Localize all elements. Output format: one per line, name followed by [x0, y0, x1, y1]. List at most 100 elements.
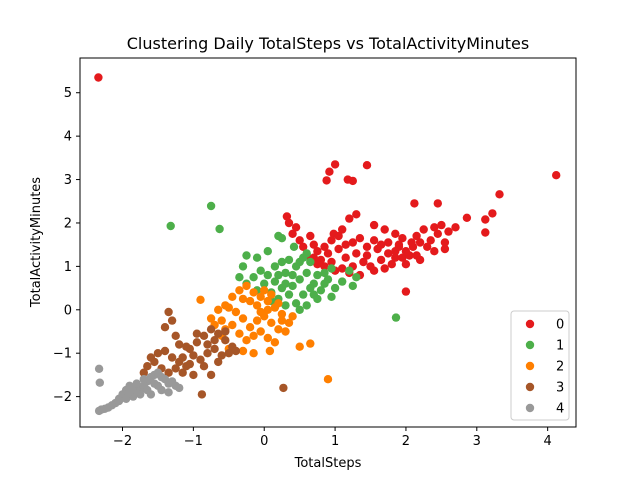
points-layer: [94, 73, 561, 416]
data-point-cluster-0: [327, 236, 336, 245]
data-point-cluster-0: [282, 212, 292, 221]
data-point-cluster-3: [197, 390, 207, 399]
data-point-cluster-3: [231, 346, 241, 356]
data-point-cluster-2: [206, 314, 216, 323]
data-point-cluster-0: [401, 260, 411, 269]
data-point-cluster-0: [430, 247, 439, 256]
plot-area: [79, 57, 577, 428]
data-point-cluster-0: [366, 262, 375, 271]
data-point-cluster-0: [410, 199, 419, 208]
data-point-cluster-2: [252, 316, 262, 325]
data-point-cluster-1: [281, 301, 290, 310]
data-point-cluster-1: [295, 275, 304, 284]
data-point-cluster-0: [359, 257, 368, 267]
data-point-cluster-2: [323, 375, 333, 384]
data-point-cluster-2: [249, 331, 258, 340]
data-point-cluster-0: [369, 236, 379, 245]
data-point-cluster-2: [260, 286, 269, 295]
data-point-cluster-0: [430, 223, 439, 232]
data-point-cluster-2: [235, 286, 244, 295]
data-point-cluster-0: [426, 236, 435, 245]
legend-label-cluster-3: 3: [556, 381, 564, 396]
data-point-cluster-0: [352, 249, 361, 258]
data-point-cluster-2: [288, 312, 297, 321]
data-point-cluster-0: [291, 223, 301, 232]
data-point-cluster-3: [178, 353, 187, 362]
data-point-cluster-1: [277, 257, 287, 267]
data-point-cluster-1: [274, 270, 283, 280]
data-point-cluster-3: [203, 349, 212, 358]
data-point-cluster-1: [235, 273, 244, 282]
data-point-cluster-0: [384, 249, 393, 258]
data-point-cluster-0: [338, 264, 347, 273]
data-point-cluster-4: [121, 394, 131, 403]
data-point-cluster-0: [288, 229, 297, 238]
data-point-cluster-1: [277, 234, 287, 243]
data-point-cluster-0: [320, 242, 329, 251]
data-point-cluster-0: [488, 209, 497, 218]
data-point-cluster-3: [214, 357, 223, 367]
data-point-cluster-2: [274, 299, 283, 308]
data-point-cluster-1: [348, 281, 357, 291]
data-point-cluster-1: [302, 249, 311, 258]
data-point-cluster-2: [249, 349, 258, 358]
y-tick-label: −1: [53, 347, 72, 362]
legend-label-cluster-4: 4: [556, 402, 564, 417]
data-point-cluster-1: [291, 299, 301, 308]
data-point-cluster-0: [295, 236, 304, 245]
data-point-cluster-0: [444, 227, 453, 236]
data-point-cluster-0: [495, 190, 504, 199]
data-point-cluster-3: [171, 364, 180, 373]
data-point-cluster-1: [166, 221, 175, 231]
data-point-cluster-0: [348, 176, 357, 186]
legend-label-cluster-0: 0: [556, 318, 564, 333]
legend-label-cluster-2: 2: [556, 360, 564, 375]
data-point-cluster-1: [260, 279, 269, 288]
data-point-cluster-0: [412, 231, 421, 241]
data-point-cluster-2: [196, 295, 205, 304]
data-point-cluster-3: [224, 349, 233, 358]
legend-marker-cluster-1: [525, 340, 535, 350]
data-point-cluster-0: [306, 231, 315, 241]
data-point-cluster-1: [338, 277, 347, 286]
data-point-cluster-1: [242, 251, 251, 260]
data-point-cluster-0: [313, 247, 322, 256]
data-point-cluster-0: [369, 220, 379, 230]
data-point-cluster-3: [217, 351, 226, 360]
data-point-cluster-3: [192, 338, 202, 347]
data-point-cluster-0: [323, 249, 333, 258]
data-point-cluster-1: [302, 268, 311, 278]
data-point-cluster-1: [288, 270, 297, 280]
data-point-cluster-3: [279, 383, 288, 393]
data-point-cluster-4: [94, 364, 104, 373]
data-point-cluster-1: [313, 270, 322, 280]
data-point-cluster-3: [153, 349, 163, 358]
data-point-cluster-3: [214, 329, 223, 338]
data-point-cluster-0: [334, 244, 343, 254]
data-point-cluster-4: [153, 381, 163, 390]
y-axis-label: TotalActivityMinutes: [29, 177, 44, 308]
data-point-cluster-1: [320, 268, 329, 278]
data-point-cluster-4: [164, 388, 173, 397]
data-point-cluster-0: [376, 240, 386, 249]
data-point-cluster-3: [143, 362, 152, 371]
data-point-cluster-2: [256, 327, 265, 336]
data-point-cluster-1: [306, 283, 315, 293]
plot-frame: [79, 57, 577, 428]
data-point-cluster-0: [481, 215, 490, 224]
data-point-cluster-2: [245, 296, 255, 306]
data-point-cluster-1: [391, 313, 401, 322]
data-point-cluster-2: [263, 305, 272, 314]
data-point-cluster-2: [235, 329, 244, 338]
x-tick-label: 4: [544, 434, 552, 449]
data-point-cluster-2: [242, 281, 251, 291]
data-point-cluster-4: [114, 396, 124, 406]
data-point-cluster-1: [295, 305, 304, 314]
data-point-cluster-1: [206, 201, 216, 211]
data-point-cluster-0: [380, 264, 389, 273]
data-point-cluster-1: [327, 264, 336, 273]
data-point-cluster-1: [295, 257, 304, 267]
y-tick-label: 1: [64, 260, 72, 275]
legend-marker-cluster-2: [525, 361, 535, 371]
